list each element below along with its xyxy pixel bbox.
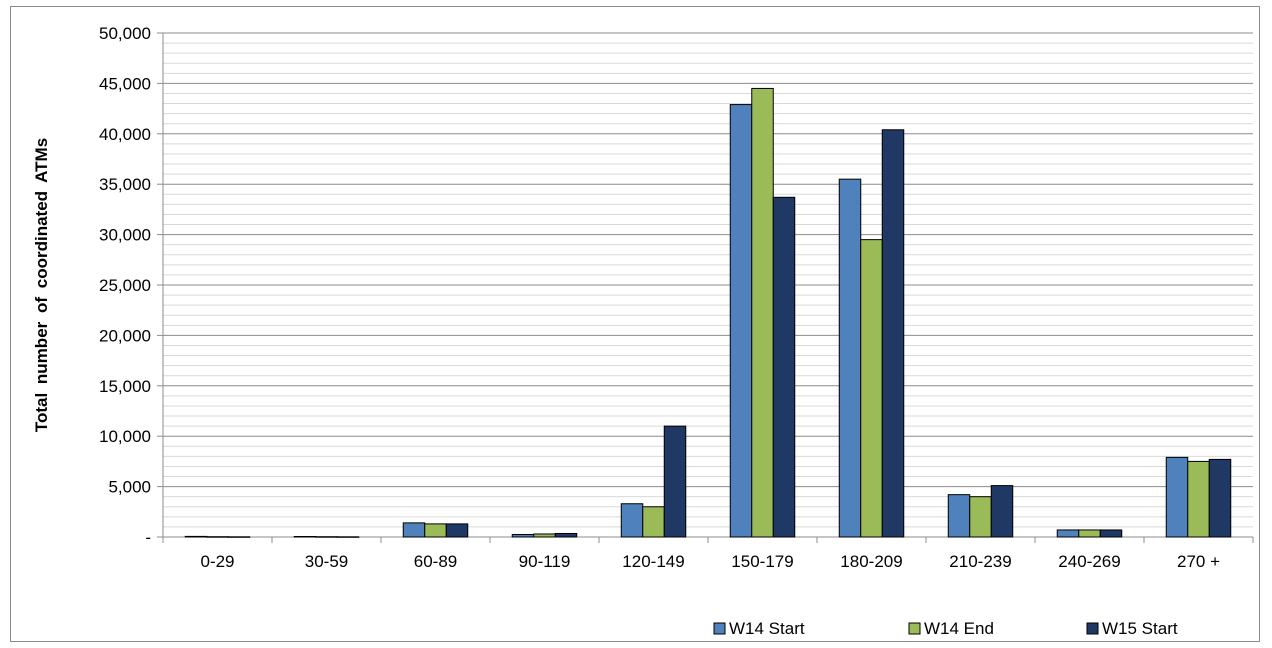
y-tick-label: 50,000 [99,24,151,43]
legend-swatch-w14-end [908,622,921,635]
bar-w14-start [838,178,862,538]
bar-w14-start [1165,456,1189,538]
bar-w14-end [206,536,229,538]
legend-label: W14 End [924,619,994,638]
bar-w15-start [881,129,905,538]
y-tick-label: 25,000 [99,276,151,295]
bar-w14-start [184,535,208,538]
bar-w15-start [445,523,469,538]
legend-label: W14 Start [729,619,805,638]
x-tick-label: 120-149 [622,552,684,571]
bar-w14-start [293,535,317,538]
x-tick-label: 30-59 [305,552,348,571]
bar-w14-start [511,533,535,538]
bar-w14-end [1187,460,1210,538]
x-tick-label: 210-239 [949,552,1011,571]
legend-swatch-w15-start [1086,622,1099,635]
x-tick-label: 60-89 [414,552,457,571]
y-axis-title: Total number of coordinated ATMs [32,138,51,432]
bar-w14-start [620,503,644,538]
y-tick-label: 45,000 [99,74,151,93]
bar-w15-start [772,196,796,538]
bar-w15-start [1099,529,1123,538]
x-tick-label: 0-29 [200,552,234,571]
bar-w14-end [315,536,338,538]
x-tick-label: 270 + [1177,552,1220,571]
bar-w14-end [642,506,665,538]
y-tick-label: 35,000 [99,175,151,194]
x-tick-label: 240-269 [1058,552,1120,571]
y-tick-label: 10,000 [99,427,151,446]
legend-label: W15 Start [1102,619,1178,638]
y-tick-label: 30,000 [99,226,151,245]
bar-w15-start [336,536,360,538]
bar-w14-end [969,496,992,538]
bar-w14-end [751,87,774,538]
x-tick-label: 150-179 [731,552,793,571]
bar-w15-start [554,532,578,538]
bar-w14-start [729,104,753,538]
bar-w14-start [947,494,971,538]
bar-w14-end [533,533,556,538]
bar-w14-start [402,522,426,538]
y-tick-label: 15,000 [99,377,151,396]
y-tick-label: - [145,528,151,547]
y-tick-label: 20,000 [99,326,151,345]
bar-w14-end [1078,529,1101,538]
bar-w15-start [1208,458,1232,538]
bar-w15-start [990,485,1014,538]
bar-w14-start [1056,529,1080,538]
bar-w14-end [860,239,883,538]
bar-w14-end [424,523,447,538]
legend-swatch-w14-start [713,622,726,635]
bar-w15-start [663,425,687,538]
x-tick-label: 90-119 [519,552,571,571]
y-tick-label: 40,000 [99,125,151,144]
x-tick-label: 180-209 [840,552,902,571]
bar-w15-start [227,536,251,538]
y-tick-label: 5,000 [108,478,151,497]
